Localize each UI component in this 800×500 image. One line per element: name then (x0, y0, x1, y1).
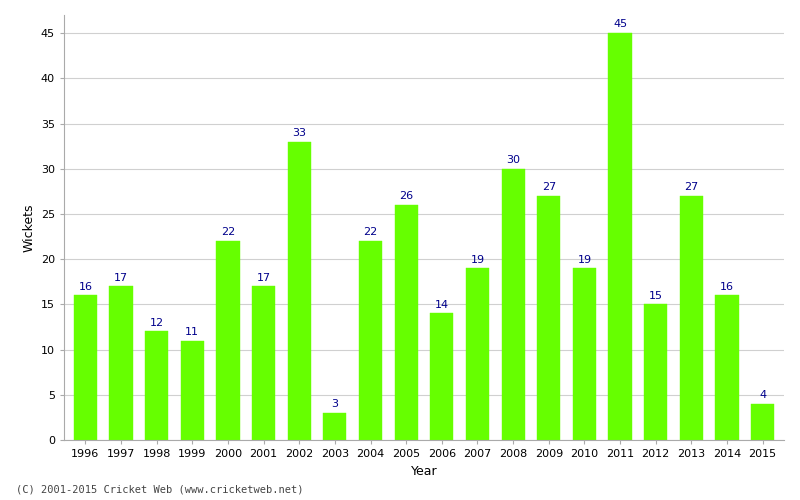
Text: 22: 22 (363, 228, 378, 237)
Text: 14: 14 (434, 300, 449, 310)
Bar (252, 286, 275, 440)
Text: 26: 26 (399, 192, 414, 202)
Bar (181, 340, 204, 440)
Text: 17: 17 (114, 272, 128, 282)
Bar (466, 268, 489, 440)
Bar (644, 304, 667, 440)
Bar (573, 268, 596, 440)
Bar (359, 241, 382, 440)
Text: 15: 15 (649, 290, 662, 300)
Bar (145, 332, 168, 440)
Text: 19: 19 (578, 254, 591, 264)
Text: 27: 27 (684, 182, 698, 192)
Y-axis label: Wickets: Wickets (22, 203, 35, 252)
Bar (502, 168, 525, 440)
Bar (216, 241, 239, 440)
Bar (110, 286, 133, 440)
Text: 19: 19 (470, 254, 485, 264)
Text: 22: 22 (221, 228, 235, 237)
X-axis label: Year: Year (410, 464, 438, 477)
Bar (323, 413, 346, 440)
Text: 4: 4 (759, 390, 766, 400)
Bar (751, 404, 774, 440)
Text: 16: 16 (720, 282, 734, 292)
Bar (430, 314, 454, 440)
Text: (C) 2001-2015 Cricket Web (www.cricketweb.net): (C) 2001-2015 Cricket Web (www.cricketwe… (16, 485, 303, 495)
Text: 3: 3 (331, 400, 338, 409)
Text: 12: 12 (150, 318, 164, 328)
Text: 17: 17 (257, 272, 270, 282)
Text: 27: 27 (542, 182, 556, 192)
Bar (394, 205, 418, 440)
Text: 45: 45 (613, 20, 627, 30)
Bar (74, 296, 97, 440)
Bar (537, 196, 560, 440)
Text: 30: 30 (506, 155, 520, 165)
Text: 33: 33 (292, 128, 306, 138)
Bar (609, 33, 632, 440)
Text: 16: 16 (78, 282, 92, 292)
Bar (680, 196, 703, 440)
Bar (288, 142, 311, 440)
Text: 11: 11 (186, 327, 199, 337)
Bar (715, 296, 738, 440)
